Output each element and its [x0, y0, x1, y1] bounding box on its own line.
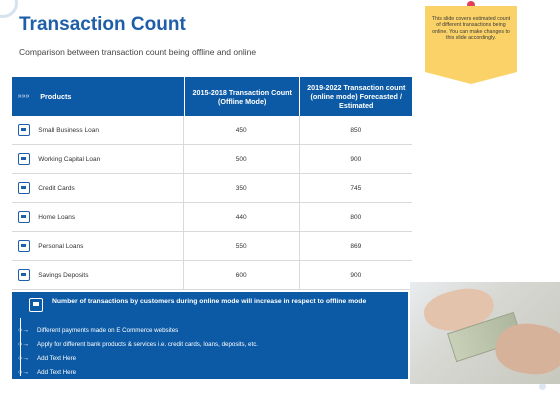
- document-icon: [29, 298, 43, 312]
- online-count: 800: [350, 213, 362, 221]
- bullet-text: Add Text Here: [37, 368, 77, 376]
- product-name: Working Capital Loan: [35, 145, 184, 173]
- offline-count: 350: [184, 174, 300, 202]
- table-header: »»» Products 2015-2018 Transaction Count…: [12, 77, 412, 116]
- product-name: Credit Cards: [35, 174, 184, 202]
- sticky-note: This slide covers estimated count of dif…: [425, 6, 517, 72]
- page-subtitle: Comparison between transaction count bei…: [19, 47, 257, 57]
- chevrons-icon: »»»: [17, 93, 30, 100]
- offline-count: 600: [184, 261, 300, 289]
- bullet-text: Different payments made on E Commerce we…: [37, 326, 179, 334]
- table-row: Personal Loans 550 869: [12, 232, 412, 261]
- arrow-icon: ○→: [18, 354, 30, 362]
- product-name: Home Loans: [35, 203, 184, 231]
- bullet-list: ○→ Different payments made on E Commerce …: [15, 323, 258, 379]
- header-online: 2019-2022 Transaction count (online mode…: [299, 77, 412, 116]
- product-name: Personal Loans: [35, 232, 184, 260]
- calculator-icon: [17, 240, 30, 252]
- offline-count: 550: [184, 232, 300, 260]
- table-row: Savings Deposits 600 900: [12, 261, 412, 290]
- header-products: Products: [40, 92, 72, 101]
- offline-count: 440: [184, 203, 300, 231]
- decorative-ring: [0, 0, 18, 18]
- transaction-table: »»» Products 2015-2018 Transaction Count…: [12, 77, 412, 290]
- product-name: Savings Deposits: [35, 261, 184, 289]
- header-offline: 2015-2018 Transaction Count (Offline Mod…: [183, 77, 300, 116]
- table-body: Small Business Loan 450 850 Working Capital…: [12, 116, 412, 290]
- list-item: ○→ Add Text Here: [15, 365, 258, 379]
- list-item: ○→ Different payments made on E Commerce …: [15, 323, 258, 337]
- table-row: Home Loans 440 800: [12, 203, 412, 232]
- page-title: Transaction Count: [19, 14, 186, 35]
- table-row: Credit Cards 350 745: [12, 174, 412, 203]
- arrow-icon: ○→: [18, 326, 30, 334]
- bullet-text: Apply for different bank products & serv…: [37, 340, 259, 348]
- online-count: 869: [350, 242, 362, 250]
- arrow-icon: ○→: [18, 368, 30, 376]
- product-name: Small Business Loan: [35, 116, 184, 144]
- arrow-icon: ○→: [18, 340, 30, 348]
- piggy-bank-icon: [17, 269, 30, 281]
- offline-count: 500: [184, 145, 300, 173]
- house-icon: [17, 211, 30, 223]
- money-handover-photo: [410, 282, 560, 384]
- sticky-note-fold: [425, 72, 517, 84]
- calculator-icon: [17, 124, 30, 136]
- bullet-text: Add Text Here: [37, 354, 77, 362]
- table-row: Working Capital Loan 500 900: [12, 145, 412, 174]
- briefcase-icon: [17, 153, 30, 165]
- offline-count: 450: [184, 116, 300, 144]
- decorative-dot: [539, 383, 546, 390]
- panel-headline: Number of transactions by customers duri…: [52, 298, 367, 305]
- list-item: ○→ Add Text Here: [15, 351, 258, 365]
- pin-icon: [467, 1, 475, 9]
- online-count: 900: [350, 271, 362, 279]
- table-row: Small Business Loan 450 850: [12, 116, 412, 145]
- online-count: 745: [350, 184, 362, 192]
- bullet-timeline: [20, 318, 21, 376]
- credit-card-icon: [17, 182, 30, 194]
- summary-panel: Number of transactions by customers duri…: [12, 292, 408, 379]
- online-count: 850: [350, 126, 362, 134]
- list-item: ○→ Apply for different bank products & se…: [15, 337, 258, 351]
- online-count: 900: [350, 155, 362, 163]
